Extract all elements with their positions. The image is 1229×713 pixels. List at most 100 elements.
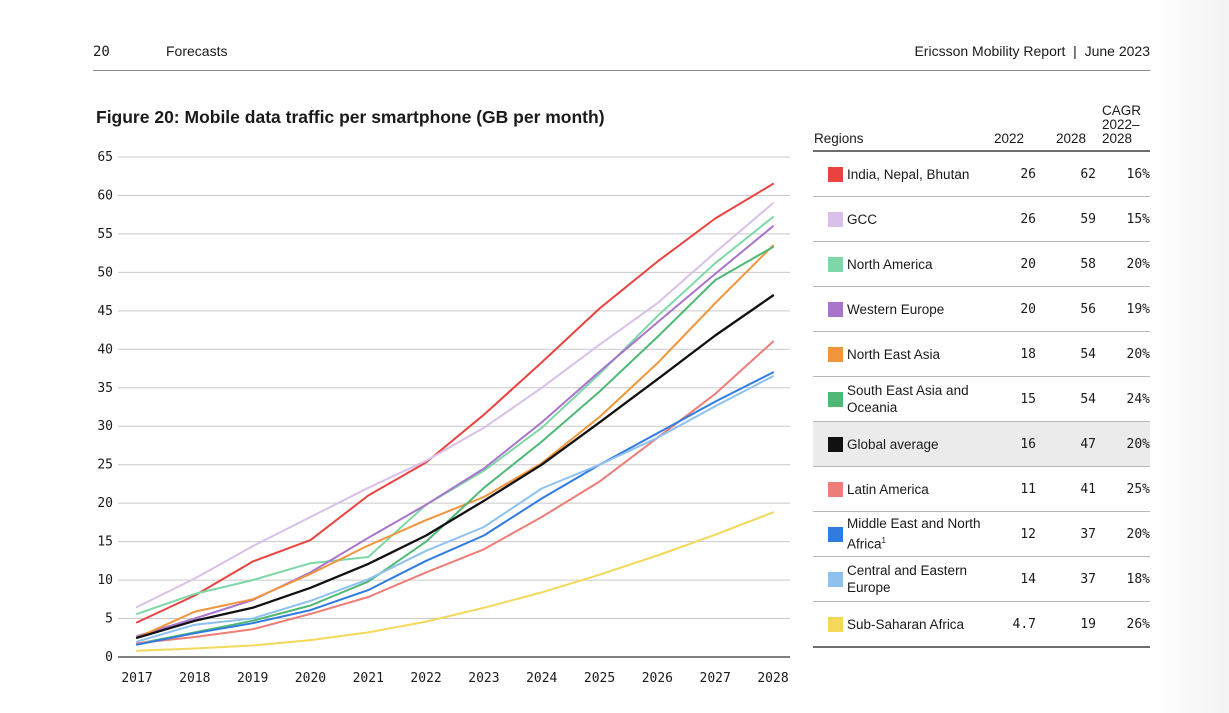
- x-tick-label: 2017: [121, 671, 152, 686]
- legend-region-name: Central and Eastern Europe: [847, 556, 982, 602]
- x-tick-label: 2023: [468, 671, 499, 686]
- legend-swatch-cell: [813, 151, 847, 197]
- series-line-south-east-asia-and-oceania: [136, 246, 774, 645]
- y-tick-label: 5: [105, 612, 113, 627]
- value-2028: 54: [1036, 331, 1096, 377]
- y-tick-label: 40: [97, 342, 113, 357]
- region-label: Middle East and North Africa: [847, 516, 981, 552]
- legend-swatch: [828, 211, 843, 227]
- series-line-north-america: [136, 216, 774, 615]
- value-2022: 26: [982, 196, 1036, 242]
- x-tick-label: 2022: [410, 671, 441, 686]
- chart-grid: [118, 156, 790, 658]
- footnote-marker: 1: [881, 536, 886, 546]
- legend-row: India, Nepal, Bhutan 26 62 16%: [813, 151, 1150, 197]
- legend-region-name: North East Asia: [847, 331, 982, 377]
- value-2022: 20: [982, 286, 1036, 332]
- series-line-india-nepal-bhutan: [136, 182, 774, 624]
- value-2022: 26: [982, 151, 1036, 197]
- legend-region-name: North America: [847, 241, 982, 287]
- value-2028: 37: [1036, 556, 1096, 602]
- figure-title: Figure 20: Mobile data traffic per smart…: [96, 107, 605, 127]
- x-tick-label: 2025: [584, 671, 615, 686]
- x-tick-label: 2024: [526, 671, 557, 686]
- y-tick-label: 30: [97, 419, 113, 434]
- legend-swatch: [828, 481, 843, 497]
- page-number: 20: [93, 44, 110, 60]
- region-label: Global average: [847, 436, 939, 452]
- value-cagr: 25%: [1096, 466, 1150, 512]
- value-2028: 62: [1036, 151, 1096, 197]
- legend-swatch: [828, 571, 843, 587]
- x-tick-label: 2021: [353, 671, 384, 686]
- report-title: Ericsson Mobility Report | June 2023: [914, 43, 1150, 59]
- legend-row: Latin America 11 41 25%: [813, 466, 1150, 512]
- legend-swatch: [828, 616, 843, 632]
- series-line-western-europe: [136, 225, 774, 638]
- legend-region-name: GCC: [847, 196, 982, 242]
- series-line-sub-saharan-africa: [136, 511, 774, 652]
- y-tick-label: 65: [97, 150, 113, 165]
- legend-swatch: [828, 391, 843, 407]
- value-cagr: 20%: [1096, 511, 1150, 557]
- y-tick-label: 50: [97, 265, 113, 280]
- region-label: North East Asia: [847, 346, 941, 362]
- x-tick-label: 2018: [179, 671, 210, 686]
- legend-swatch: [828, 526, 843, 542]
- y-axis-ticks: 0 5 10 15 20 25 30 35 40 45 50 55 60 65: [97, 150, 113, 665]
- y-tick-label: 15: [97, 535, 113, 550]
- value-2022: 20: [982, 241, 1036, 287]
- region-label: GCC: [847, 211, 877, 227]
- value-cagr: 15%: [1096, 196, 1150, 242]
- legend-table-header: Regions 2022 2028 CAGR 2022– 2028: [813, 103, 1150, 152]
- col-2022: 2022: [982, 104, 1036, 152]
- value-2022: 16: [982, 421, 1036, 467]
- value-cagr: 19%: [1096, 286, 1150, 332]
- chart-lines: [135, 182, 775, 652]
- value-2028: 19: [1036, 601, 1096, 648]
- page-header: 20 Forecasts Ericsson Mobility Report | …: [93, 42, 1150, 71]
- y-tick-label: 35: [97, 381, 113, 396]
- value-2022: 14: [982, 556, 1036, 602]
- value-cagr: 20%: [1096, 331, 1150, 377]
- legend-row: Global average 16 47 20%: [813, 421, 1150, 467]
- y-tick-label: 0: [105, 650, 113, 665]
- legend-swatch-cell: [813, 466, 847, 512]
- legend-swatch-cell: [813, 601, 847, 648]
- series-line-north-east-asia: [136, 244, 774, 639]
- legend-region-name: India, Nepal, Bhutan: [847, 151, 982, 197]
- value-cagr: 24%: [1096, 376, 1150, 422]
- series-line-gcc: [136, 202, 774, 608]
- section-label: Forecasts: [166, 43, 228, 59]
- value-2028: 47: [1036, 421, 1096, 467]
- x-tick-label: 2019: [237, 671, 268, 686]
- legend-row: South East Asia and Oceania 15 54 24%: [813, 376, 1150, 422]
- col-cagr-line3: 2028: [1102, 131, 1133, 146]
- x-tick-label: 2027: [700, 671, 731, 686]
- region-label: Central and Eastern Europe: [847, 563, 968, 595]
- legend-swatch-cell: [813, 196, 847, 242]
- legend-swatch-cell: [813, 376, 847, 422]
- value-cagr: 18%: [1096, 556, 1150, 602]
- value-2028: 54: [1036, 376, 1096, 422]
- series-line-latin-america: [136, 340, 774, 645]
- legend-region-name: Middle East and North Africa1: [847, 511, 982, 557]
- legend-swatch: [828, 301, 843, 317]
- col-regions: Regions: [813, 104, 982, 152]
- legend-swatch-cell: [813, 331, 847, 377]
- legend-swatch: [828, 436, 843, 452]
- series-line-central-and-eastern-europe: [136, 375, 774, 643]
- legend-region-name: South East Asia and Oceania: [847, 376, 982, 422]
- col-cagr-line1: CAGR: [1102, 103, 1142, 118]
- legend-swatch-cell: [813, 286, 847, 332]
- legend-row: Middle East and North Africa1 12 37 20%: [813, 511, 1150, 557]
- region-label: North America: [847, 256, 933, 272]
- value-2028: 58: [1036, 241, 1096, 287]
- value-2022: 12: [982, 511, 1036, 557]
- value-cagr: 20%: [1096, 421, 1150, 467]
- value-2028: 37: [1036, 511, 1096, 557]
- legend-row: Western Europe 20 56 19%: [813, 286, 1150, 332]
- region-label: Latin America: [847, 481, 929, 497]
- col-cagr-line2: 2022–: [1102, 117, 1140, 132]
- x-axis-ticks: 2017 2018 2019 2020 2021 2022 2023 2024 2025 2026…: [121, 671, 788, 686]
